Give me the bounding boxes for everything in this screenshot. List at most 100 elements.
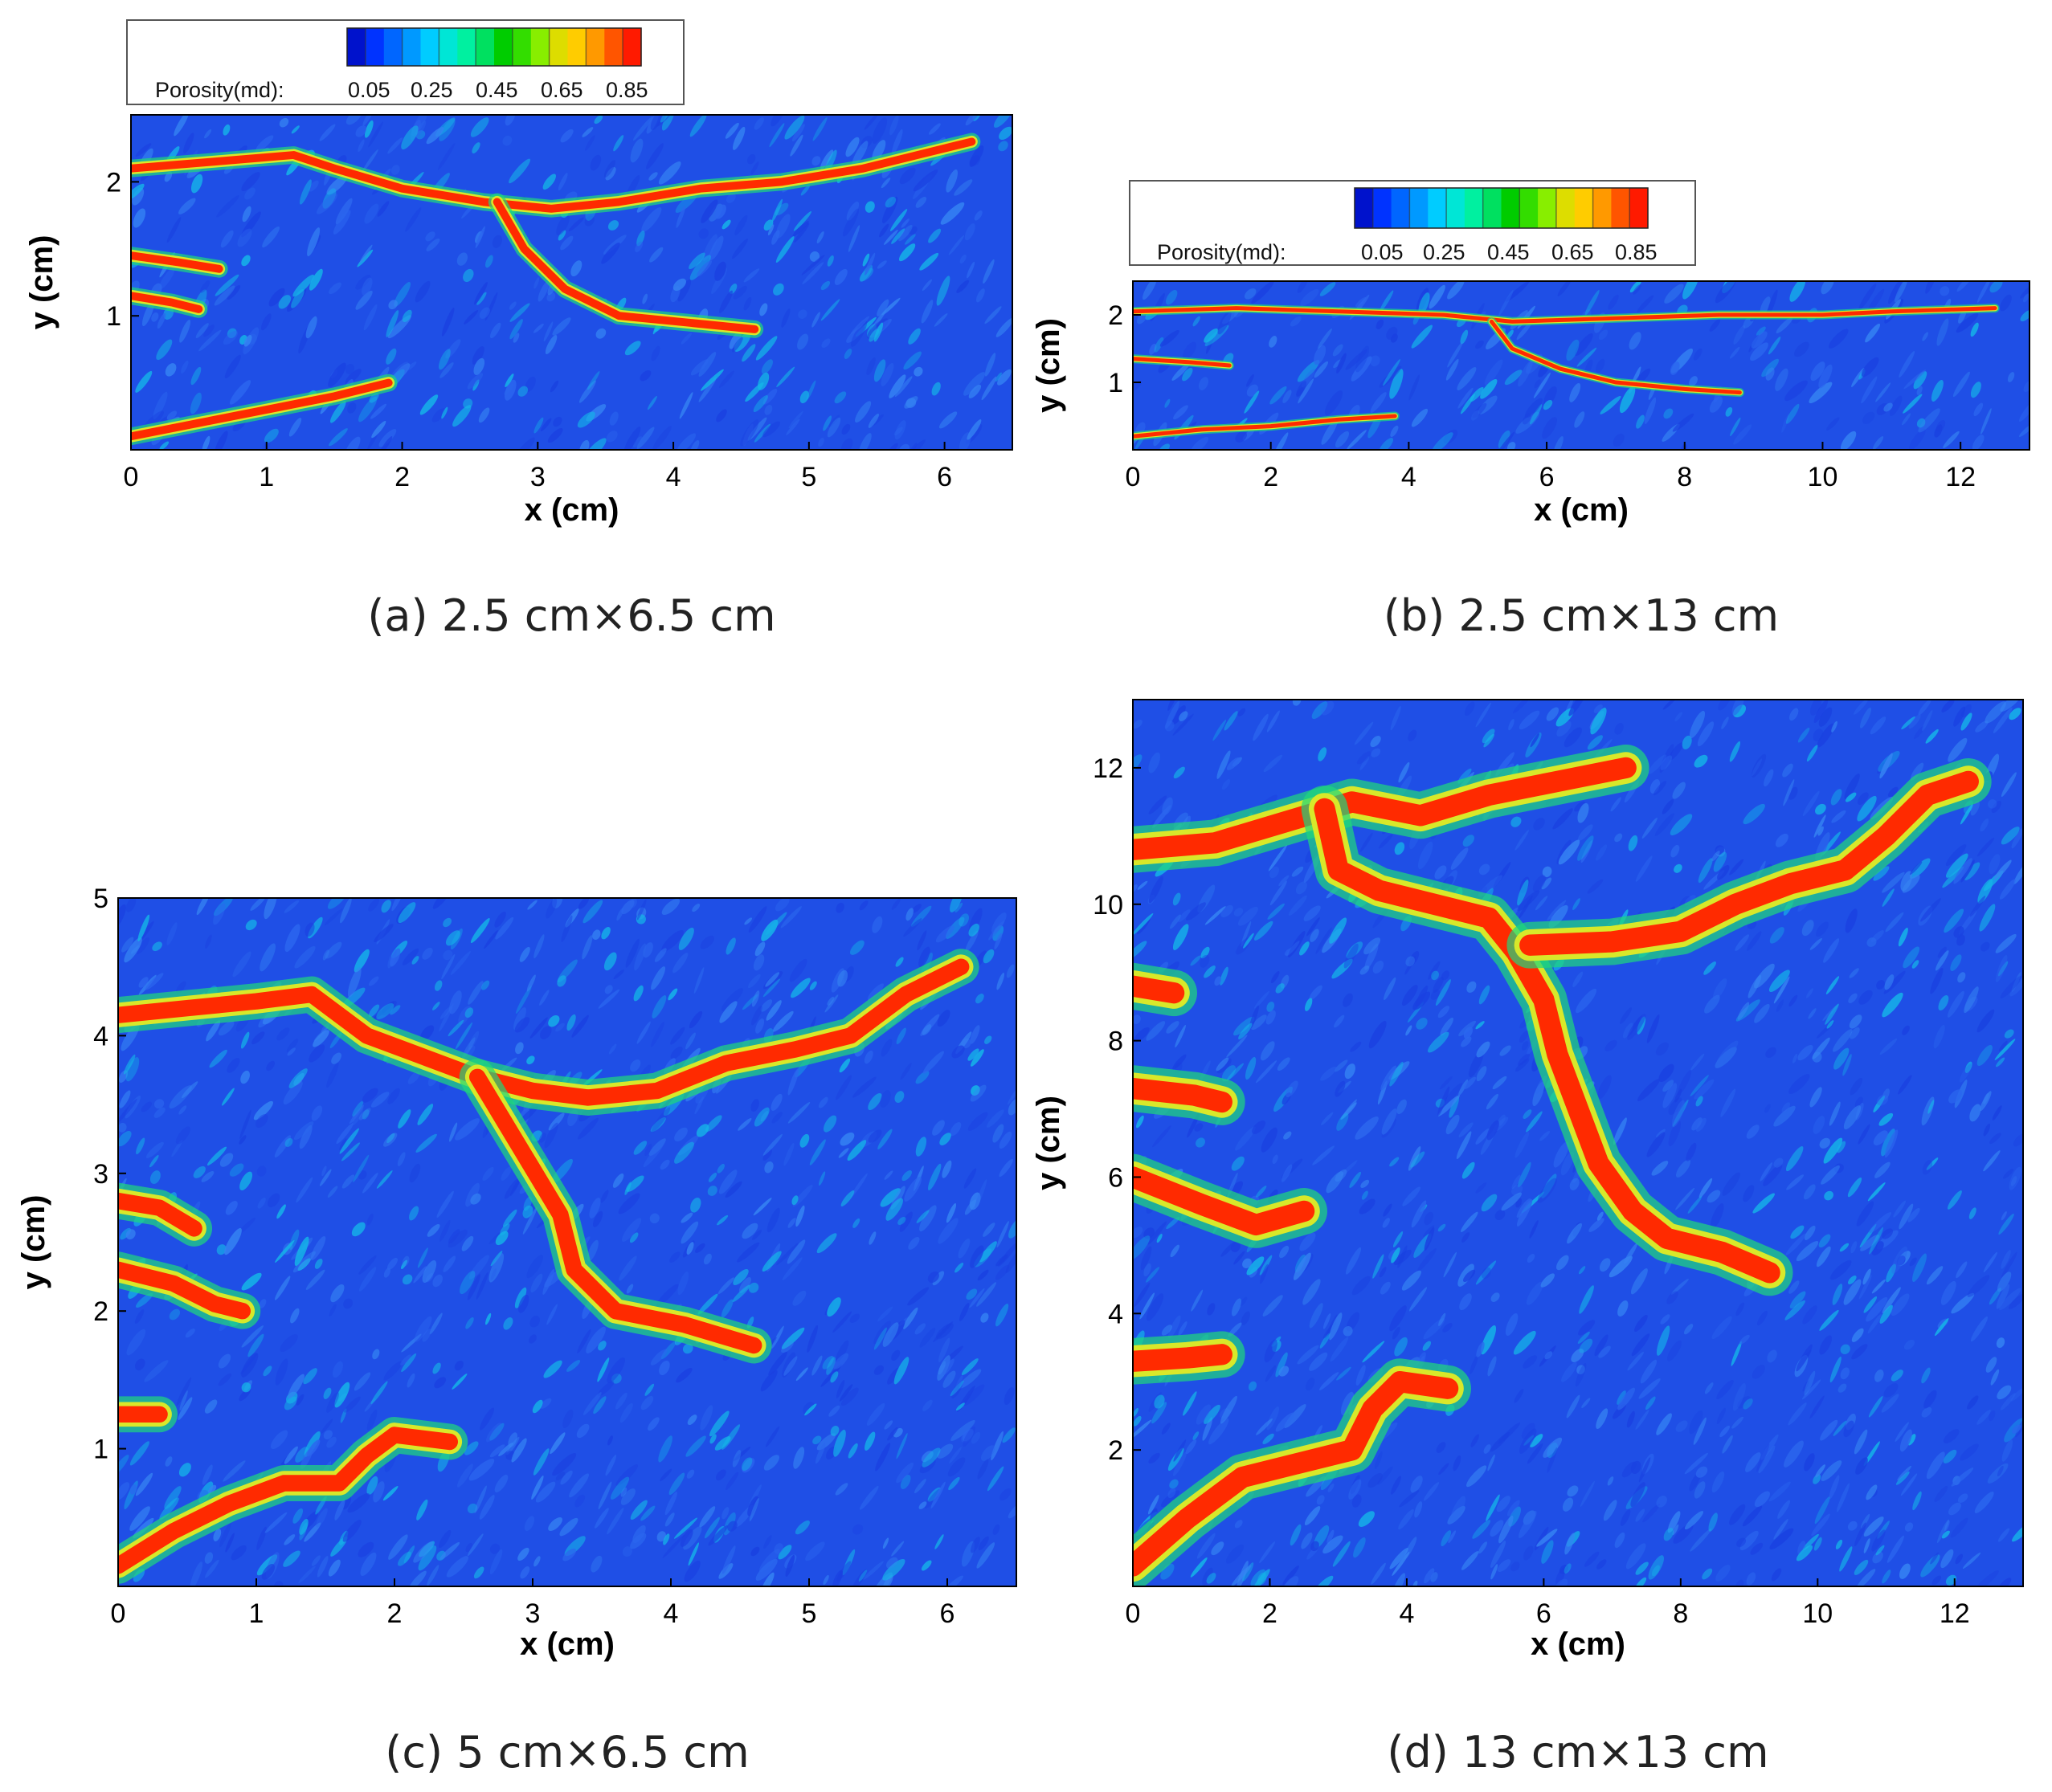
wormhole-channel: [118, 1182, 213, 1247]
wormhole-channel: [1133, 1358, 1471, 1586]
wormhole-channel: [131, 133, 981, 218]
y-tick-label: 2: [106, 167, 121, 198]
panel-caption: (d) 13 cm×13 cm: [1387, 1727, 1768, 1778]
wormhole-channel: [131, 374, 398, 446]
colorbar-tick-label: 0.85: [606, 78, 648, 102]
colorbar-tick-label: 0.45: [1487, 240, 1530, 264]
wormhole-channel: [1486, 316, 1744, 398]
x-tick-label: 0: [1126, 1598, 1141, 1629]
colorbar-swatch: [567, 28, 587, 66]
map-texture: [1133, 700, 2023, 1586]
colorbar-swatch: [476, 28, 495, 66]
colorbar-swatch: [439, 28, 458, 66]
plot-frame: [130, 114, 1013, 451]
colorbar-swatch: [1574, 188, 1594, 228]
colorbar-label: Porosity(md):: [1157, 240, 1286, 264]
x-tick-label: 4: [664, 1598, 679, 1629]
x-tick-label: 2: [394, 462, 410, 492]
x-tick-label: 0: [124, 462, 139, 492]
x-tick-label: 3: [530, 462, 546, 492]
colorbar-tick-label: 0.25: [411, 78, 453, 102]
porosity-map: [1133, 281, 2030, 450]
panel-caption: (a) 2.5 cm×6.5 cm: [367, 590, 775, 641]
colorbar-swatch: [549, 28, 569, 66]
wormhole-channel: [1133, 745, 1649, 873]
x-tick-label: 4: [1401, 462, 1416, 492]
y-tick-label: 2: [1108, 1435, 1123, 1466]
porosity-map: [131, 115, 1012, 450]
colorbar-swatch: [1538, 188, 1557, 228]
wormhole-channel: [131, 247, 228, 278]
y-tick-label: 6: [1108, 1162, 1123, 1193]
x-tick-label: 1: [259, 462, 274, 492]
x-tick-label: 8: [1677, 462, 1692, 492]
x-tick-label: 0: [111, 1598, 126, 1629]
wormhole-channel: [1133, 1065, 1245, 1125]
colorbar-swatch: [494, 28, 513, 66]
y-tick-label: 4: [93, 1021, 108, 1051]
wormhole-channel: [1133, 962, 1197, 1017]
colorbar-tick-label: 0.05: [348, 78, 390, 102]
y-tick-label: 2: [93, 1296, 108, 1327]
x-tick-label: 6: [1539, 462, 1555, 492]
colorbar-swatch: [1501, 188, 1520, 228]
x-tick-label: 6: [937, 462, 952, 492]
colorbar-swatch: [530, 28, 550, 66]
panel-caption: (b) 2.5 cm×13 cm: [1384, 590, 1779, 641]
x-tick-label: 3: [525, 1598, 541, 1629]
colorbar-swatch: [586, 28, 605, 66]
x-tick-label: 6: [940, 1598, 955, 1629]
y-tick-label: 10: [1093, 890, 1123, 920]
wormhole-channel: [1133, 411, 1400, 441]
x-tick-label: 0: [1126, 462, 1141, 492]
map-texture: [118, 898, 1016, 1586]
panel-d: 0 2 4 6 8 10 12 2 4 6 8 10 12 x (cm) y (cm) (d) 13 cm×1…: [1031, 699, 2024, 1778]
wormhole-channel: [1133, 354, 1234, 370]
colorbar-swatch: [1611, 188, 1630, 228]
wormhole-channel: [131, 287, 208, 318]
y-tick-label: 2: [1108, 300, 1123, 331]
colorbar-swatch: [1428, 188, 1447, 228]
colorbar-swatch: [1446, 188, 1465, 228]
x-tick-label: 10: [1808, 462, 1838, 492]
x-axis-label: x (cm): [1534, 492, 1629, 528]
x-tick-label: 5: [802, 1598, 817, 1629]
colorbar-swatch: [1519, 188, 1539, 228]
y-axis-label: y (cm): [1031, 318, 1066, 413]
y-tick-label: 8: [1108, 1027, 1123, 1057]
y-axis-label: y (cm): [24, 235, 59, 330]
x-tick-label: 12: [1945, 462, 1976, 492]
colorbar-frame: [346, 27, 642, 67]
y-tick-label: 1: [93, 1435, 108, 1465]
panel-caption: (c) 5 cm×6.5 cm: [385, 1727, 749, 1778]
x-axis-label: x (cm): [525, 492, 619, 528]
plot-frame: [1132, 699, 2024, 1587]
colorbar-swatch: [1372, 188, 1392, 228]
colorbar-swatch: [1555, 188, 1576, 228]
panel-c: 0 1 2 3 4 5 6 1 2 3 4 5 x (cm) y (cm) (c) 5 cm×6.5 cm: [16, 884, 1017, 1778]
colorbar-swatch: [1629, 188, 1649, 228]
colorbar-swatch: [457, 28, 476, 66]
x-tick-label: 2: [387, 1598, 403, 1629]
y-tick-label: 5: [93, 884, 108, 914]
panel-a: 0 1 2 3 4 5 6 1 2 x (cm) y (cm) (a) 2.5 cm×6.5 cm Po…: [24, 19, 1013, 641]
colorbar-swatch: [1409, 188, 1429, 228]
plot-frame: [117, 897, 1017, 1587]
colorbar-swatch: [402, 28, 422, 66]
x-tick-label: 12: [1940, 1598, 1970, 1629]
colorbar-legend: Porosity(md): 0.05 0.25 0.45 0.65 0.85: [1129, 180, 1696, 266]
colorbar-swatch: [1592, 188, 1612, 228]
x-axis-label: x (cm): [1531, 1627, 1625, 1662]
x-tick-label: 2: [1262, 1598, 1277, 1629]
plot-frame: [1132, 280, 2030, 451]
colorbar-swatch: [1482, 188, 1502, 228]
x-tick-label: 1: [249, 1598, 264, 1629]
wormhole-channel: [488, 193, 764, 338]
colorbar-swatch: [1391, 188, 1410, 228]
wormhole-channel: [459, 1059, 772, 1364]
x-tick-label: 8: [1673, 1598, 1688, 1629]
colorbar-tick-label: 0.85: [1615, 240, 1658, 264]
porosity-map: [1133, 700, 2023, 1586]
colorbar-swatch: [1464, 188, 1484, 228]
colorbar-swatch: [512, 28, 532, 66]
